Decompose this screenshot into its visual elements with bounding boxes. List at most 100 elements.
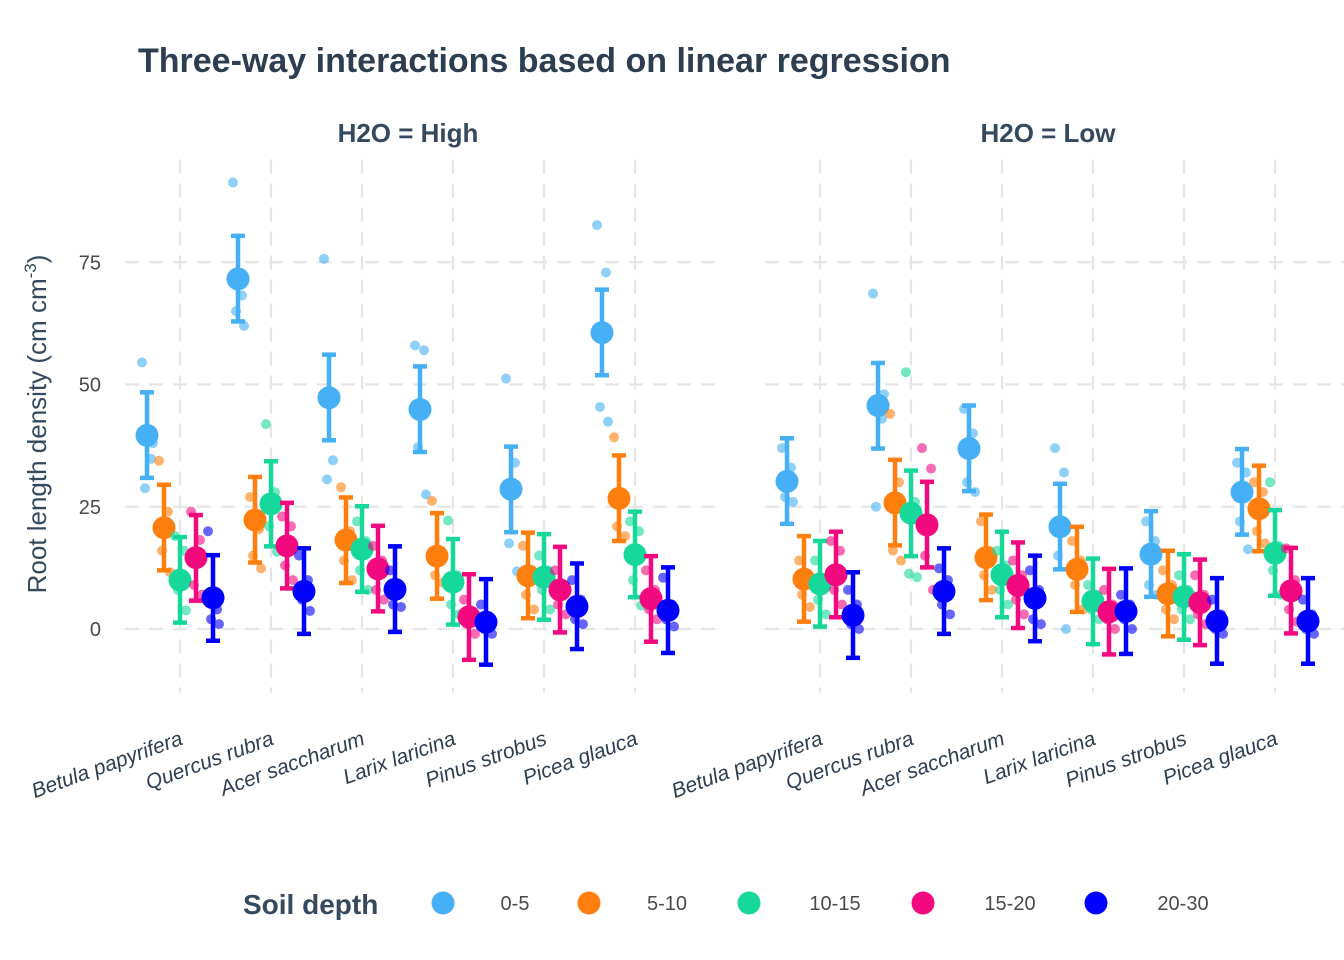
panel-h2o-low-series-15-20 — [824, 443, 1303, 657]
panel-h2o-low-10-15-quercus-rubra-raw-point — [904, 568, 914, 579]
panel-h2o-high-0-5-pinus-strobus-raw-point — [501, 373, 511, 384]
panel-h2o-low-5-10-acer-saccharum-raw-point — [987, 584, 997, 595]
panel-h2o-low-20-30-betula-papyrifera-mean-point — [841, 603, 865, 627]
panel-h2o-high-20-30-pinus-strobus-raw-point — [567, 575, 577, 586]
panel-h2o-high-0-5-acer-saccharum-raw-point — [319, 253, 329, 264]
panel-h2o-high-5-10-picea-glauca-mean-point — [607, 486, 631, 510]
panel-h2o-low-15-20-larix-laricina-raw-point — [1099, 584, 1109, 595]
panel-h2o-high-20-30-betula-papyrifera-raw-point — [214, 619, 224, 630]
panel-h2o-low-0-5-larix-laricina-mean-point — [1048, 515, 1072, 539]
panel-h2o-high-5-10-quercus-rubra-raw-point — [245, 491, 255, 502]
panel-h2o-high-15-20-quercus-rubra-mean-point — [275, 534, 299, 558]
panel-h2o-high-10-15-picea-glauca-mean-point — [623, 543, 647, 567]
panel-h2o-low-5-10-betula-papyrifera-raw-point — [805, 601, 815, 612]
legend-label-5-10: 5-10 — [647, 893, 687, 915]
panel-h2o-high-0-5-betula-papyrifera-mean-point — [135, 423, 159, 447]
legend-title: Soil depth — [243, 889, 378, 920]
panel-h2o-high-15-20-picea-glauca-raw-point — [641, 565, 651, 576]
panel-h2o-high-20-30-picea-glauca-mean-point — [656, 598, 680, 622]
panel-h2o-low-0-5-pinus-strobus-raw-point — [1141, 516, 1151, 527]
panel-h2o-high-0-5-picea-glauca-raw-point — [603, 416, 613, 427]
panel-h2o-low-10-15-pinus-strobus-raw-point — [1174, 570, 1184, 581]
panel-h2o-low-20-30-quercus-rubra-raw-point — [945, 609, 955, 620]
panel-h2o-high-0-5-larix-laricina-mean-point — [408, 397, 432, 421]
panel-h2o-high-20-30-pinus-strobus-raw-point — [578, 619, 588, 630]
panel-h2o-low-10-15-pinus-strobus-raw-point — [1185, 614, 1195, 625]
panel-h2o-high-5-10-picea-glauca-raw-point — [620, 531, 630, 542]
panel-h2o-low-10-15-quercus-rubra-raw-point — [912, 572, 922, 583]
panel-h2o-low-strip-label: H2O = Low — [980, 118, 1116, 148]
panel-h2o-high-0-5-quercus-rubra-raw-point — [228, 177, 238, 188]
panel-h2o-high-15-20-quercus-rubra-raw-point — [277, 511, 287, 522]
panel-h2o-high-10-15-larix-laricina-raw-point — [443, 515, 453, 526]
panel-h2o-low-20-30-betula-papyrifera-raw-point — [843, 584, 853, 595]
panel-h2o-high-0-5-acer-saccharum-raw-point — [328, 455, 338, 466]
panel-h2o-high-10-15-larix-laricina-mean-point — [441, 570, 465, 594]
panel-h2o-high-series-5-10 — [152, 432, 631, 621]
panel-h2o-low-0-5-larix-laricina-raw-point — [1059, 467, 1069, 478]
panel-h2o-low-20-30-betula-papyrifera-raw-point — [854, 624, 864, 634]
panel-h2o-high-15-20-betula-papyrifera-mean-point — [184, 546, 208, 570]
legend: Soil depth 0-5 5-10 10-15 15-20 20-30 — [243, 889, 1209, 920]
panel-h2o-high-10-15-picea-glauca-raw-point — [625, 516, 635, 527]
panel-h2o-low-series-5-10 — [792, 408, 1271, 639]
panel-h2o-high-15-20-picea-glauca-mean-point — [639, 587, 663, 611]
panel-h2o-high-15-20-larix-laricina-raw-point — [470, 628, 480, 639]
panel-h2o-low-10-15-betula-papyrifera-raw-point — [821, 609, 831, 620]
panel-h2o-low-20-30-larix-laricina-raw-point — [1116, 589, 1126, 600]
panel-h2o-low-0-5-betula-papyrifera-raw-point — [788, 496, 798, 507]
panel-h2o-low-10-15-quercus-rubra-mean-point — [899, 501, 923, 525]
panel-h2o-low-0-5-picea-glauca-raw-point — [1232, 457, 1242, 468]
panel-h2o-high-15-20-acer-saccharum-raw-point — [368, 540, 378, 551]
panel-h2o-low-5-10-larix-laricina-mean-point — [1065, 557, 1089, 581]
panel-h2o-high-20-30-larix-laricina-raw-point — [476, 599, 486, 610]
panel-h2o-high-0-5-picea-glauca-mean-point — [590, 321, 614, 345]
panel-h2o-low-5-10-picea-glauca-mean-point — [1247, 497, 1271, 521]
panel-h2o-low-0-5-picea-glauca-raw-point — [1243, 544, 1253, 555]
panel-h2o-low-20-30-larix-laricina-raw-point — [1127, 624, 1137, 634]
panel-h2o-high-10-15-pinus-strobus-raw-point — [534, 550, 544, 561]
panel-h2o-low-0-5-larix-laricina-raw-point — [1061, 624, 1071, 634]
panel-h2o-low-10-15-picea-glauca-mean-point — [1263, 541, 1287, 565]
y-axis-label-close: ) — [22, 255, 52, 264]
panel-h2o-low-15-20-acer-saccharum-raw-point — [1019, 609, 1029, 620]
panel-h2o-low-10-15-quercus-rubra-raw-point — [901, 367, 911, 378]
panel-h2o-high-20-30-acer-saccharum-raw-point — [385, 565, 395, 576]
panel-h2o-low-15-20-larix-laricina-raw-point — [1110, 624, 1120, 634]
panel-h2o-high-20-30-larix-laricina-mean-point — [474, 610, 498, 634]
panel-h2o-high-series-0-5 — [135, 177, 614, 577]
panel-h2o-low-5-10-betula-papyrifera-raw-point — [794, 555, 804, 566]
panel-h2o-high-series-15-20 — [184, 500, 663, 663]
panel-h2o-low-0-5-larix-laricina-raw-point — [1050, 443, 1060, 454]
panel-h2o-high-20-30-acer-saccharum-raw-point — [396, 601, 406, 612]
panel-h2o-low-5-10-pinus-strobus-raw-point — [1169, 614, 1179, 625]
panel-h2o-high-5-10-betula-papyrifera-mean-point — [152, 516, 176, 540]
panel-h2o-low-0-5-picea-glauca-mean-point — [1230, 480, 1254, 504]
chart-title: Three-way interactions based on linear r… — [138, 42, 950, 80]
panel-h2o-low-10-15-betula-papyrifera-raw-point — [810, 555, 820, 566]
panel-h2o-low-20-30-acer-saccharum-mean-point — [1023, 586, 1047, 610]
panel-h2o-low-20-30-quercus-rubra-raw-point — [934, 563, 944, 574]
panel-h2o-high-5-10-acer-saccharum-raw-point — [336, 482, 346, 493]
panel-h2o-low-0-5-quercus-rubra-raw-point — [871, 501, 881, 512]
panel-h2o-high-0-5-pinus-strobus-mean-point — [499, 477, 523, 501]
panel-h2o-high-10-15-quercus-rubra-mean-point — [259, 492, 283, 516]
panel-h2o-low-5-10-acer-saccharum-raw-point — [976, 516, 986, 527]
panel-h2o-high-5-10-picea-glauca-raw-point — [609, 432, 619, 443]
panel-h2o-high-10-15-pinus-strobus-mean-point — [532, 565, 556, 589]
panel-h2o-low-20-30-pinus-strobus-raw-point — [1207, 594, 1217, 605]
panel-h2o-low-10-15-acer-saccharum-raw-point — [992, 545, 1002, 556]
panel-h2o-high-0-5-betula-papyrifera-raw-point — [140, 483, 150, 494]
panel-h2o-low-10-15-larix-laricina-raw-point — [1083, 579, 1093, 590]
panel-h2o-high-0-5-betula-papyrifera-raw-point — [137, 357, 147, 368]
panel-h2o-low-5-10-quercus-rubra-raw-point — [896, 555, 906, 566]
panel-h2o-low-5-10-larix-laricina-raw-point — [1067, 535, 1077, 546]
y-axis-label-main: Root length density (cm cm — [22, 278, 52, 593]
y-axis-label: Root length density (cm cm-3) — [21, 255, 52, 594]
legend-key-5-10 — [577, 891, 601, 915]
panel-h2o-low-20-30-picea-glauca-mean-point — [1296, 609, 1320, 633]
panel-h2o-high-15-20-acer-saccharum-raw-point — [379, 594, 389, 605]
legend-label-10-15: 10-15 — [809, 893, 860, 915]
panel-h2o-high-0-5-picea-glauca-raw-point — [601, 267, 611, 278]
panel-h2o-high-10-15-quercus-rubra-raw-point — [261, 419, 271, 430]
